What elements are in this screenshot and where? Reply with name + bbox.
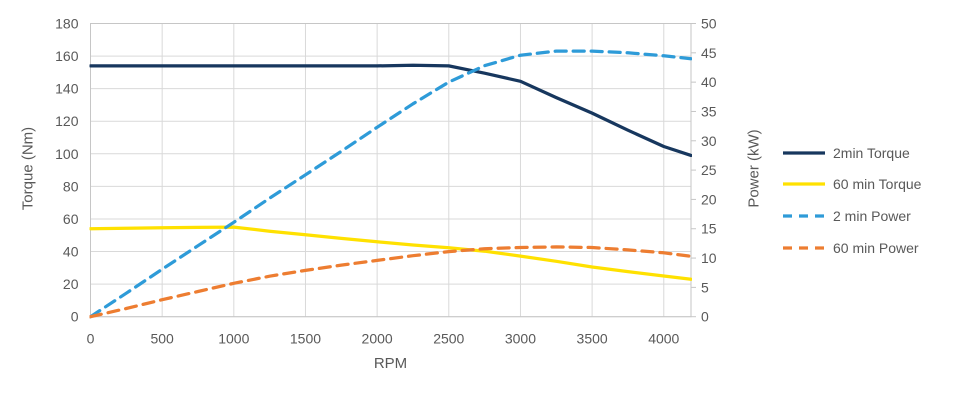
y-right-tick-label: 50 bbox=[701, 16, 717, 32]
y-right-tick-label: 30 bbox=[701, 133, 717, 149]
legend-swatch-2min-torque bbox=[783, 151, 825, 155]
y-right-tick-label: 35 bbox=[701, 103, 717, 119]
y-right-tick-label: 10 bbox=[701, 250, 717, 266]
left-axis-title: Torque (Nm) bbox=[19, 126, 37, 211]
legend-label-2-min-power: 2 min Power bbox=[833, 207, 911, 224]
y-left-tick-label: 60 bbox=[63, 211, 79, 227]
series-line-60-min-power bbox=[89, 245, 692, 319]
y-left-tick-label: 20 bbox=[63, 276, 79, 292]
y-left-tick-label: 40 bbox=[63, 244, 79, 260]
y-right-tick-label: 40 bbox=[701, 74, 717, 90]
legend-swatch-2-min-power bbox=[783, 214, 825, 218]
x-tick-label: 4000 bbox=[648, 331, 679, 347]
y-right-tick-label: 5 bbox=[701, 279, 709, 295]
legend-label-60-min-torque: 60 min Torque bbox=[833, 176, 922, 193]
y-left-tick-label: 140 bbox=[55, 81, 79, 97]
y-right-tick-label: 0 bbox=[701, 309, 709, 325]
legend-item-60-min-power: 60 min Power bbox=[783, 232, 921, 264]
x-axis-title: RPM bbox=[373, 355, 408, 372]
x-tick-label: 2000 bbox=[362, 331, 393, 347]
x-tick-label: 2500 bbox=[433, 331, 464, 347]
legend-swatch-60-min-power bbox=[783, 245, 825, 250]
x-tick-label: 3000 bbox=[505, 331, 536, 347]
legend: 2min Torque 60 min Torque 2 min Power 60 mi… bbox=[783, 137, 921, 263]
series-line-2-min-power bbox=[89, 49, 692, 319]
y-left-tick-label: 160 bbox=[55, 48, 79, 64]
y-left-tick-label: 100 bbox=[55, 146, 79, 162]
legend-item-2min-torque: 2min Torque bbox=[783, 137, 921, 169]
y-left-tick-label: 180 bbox=[55, 16, 79, 32]
y-right-tick-label: 45 bbox=[701, 45, 717, 61]
series-line-2min-torque bbox=[89, 63, 692, 158]
right-axis-title: Power (kW) bbox=[745, 129, 763, 208]
y-left-tick-label: 0 bbox=[71, 309, 79, 325]
legend-label-2min-torque: 2min Torque bbox=[833, 144, 910, 161]
y-right-tick-label: 25 bbox=[701, 162, 717, 178]
legend-label-60-min-power: 60 min Power bbox=[833, 239, 919, 256]
y-left-tick-label: 80 bbox=[63, 178, 79, 194]
y-right-tick-label: 20 bbox=[701, 191, 717, 207]
legend-item-60-min-torque: 60 min Torque bbox=[783, 169, 921, 201]
legend-swatch-60-min-torque bbox=[783, 182, 825, 187]
y-right-tick-label: 15 bbox=[701, 221, 717, 237]
x-tick-label: 3500 bbox=[577, 331, 608, 347]
x-tick-label: 500 bbox=[150, 331, 174, 347]
series-line-60-min-torque bbox=[89, 225, 692, 281]
x-tick-label: 1500 bbox=[290, 331, 321, 347]
legend-item-2-min-power: 2 min Power bbox=[783, 200, 921, 232]
x-tick-label: 1000 bbox=[218, 331, 249, 347]
x-tick-label: 0 bbox=[87, 331, 95, 347]
y-left-tick-label: 120 bbox=[55, 113, 79, 129]
